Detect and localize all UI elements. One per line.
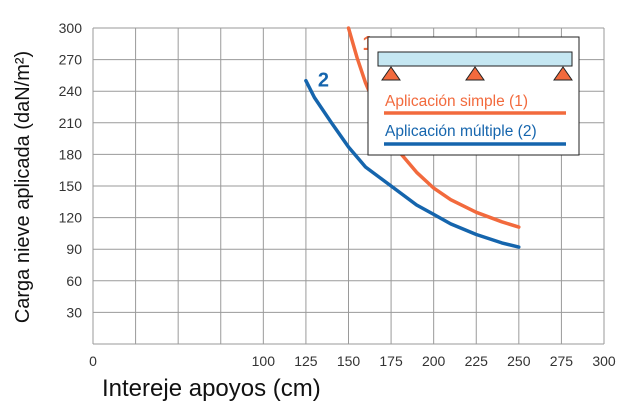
tick-labels: 0 100 125 150 175 200 225 250 275 300 30 60 90 120 150… [59,20,616,369]
y-tick-label: 60 [66,273,82,289]
legend-label-multiple: Aplicación múltiple (2) [385,123,537,140]
x-tick-label: 250 [507,353,531,369]
legend-label-simple: Aplicación simple (1) [385,93,528,110]
series-line-2 [304,78,521,249]
support-icon [553,66,573,81]
y-tick-label: 30 [66,304,82,320]
support-icon [381,66,401,81]
y-axis-title: Carga nieve aplicada (daN/m²) [12,51,34,323]
x-tick-label: 100 [252,353,276,369]
x-tick-label: 125 [294,353,318,369]
x-tick-label: 175 [379,353,403,369]
y-tick-label: 270 [59,52,83,68]
x-tick-label: 300 [592,353,616,369]
y-tick-label: 240 [59,83,83,99]
y-tick-label: 180 [59,146,83,162]
x-tick-label: 0 [89,353,97,369]
x-tick-label: 200 [422,353,446,369]
support-icon [465,66,485,81]
y-tick-label: 210 [59,115,83,131]
x-axis-title: Intereje apoyos (cm) [102,375,321,402]
y-tick-label: 120 [59,210,83,226]
y-tick-label: 300 [59,20,83,36]
x-tick-label: 275 [550,353,574,369]
curve-label-2: 2 [318,70,329,92]
x-tick-label: 225 [465,353,489,369]
y-tick-label: 90 [66,241,82,257]
y-tick-label: 150 [59,178,83,194]
x-tick-label: 150 [337,353,361,369]
beam-icon [377,51,573,67]
legend: Aplicación simple (1) Aplicación múltipl… [367,36,580,156]
